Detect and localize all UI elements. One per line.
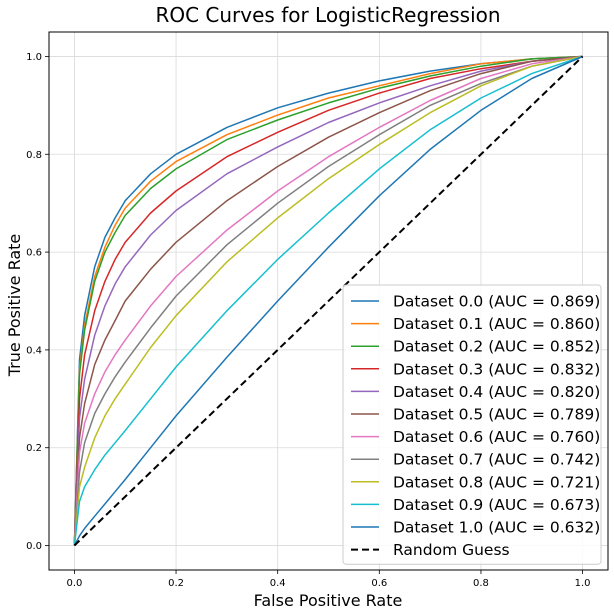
chart-title: ROC Curves for LogisticRegression [155,3,500,27]
plot-series [73,55,584,547]
axis-ticks: 0.0 0.2 0.4 0.6 0.8 1.0 0.0 0.2 0.4 0.6 0.8 1.0 [26,52,590,589]
series-line-9 [73,55,583,546]
y-tick-label: 0.6 [26,248,42,259]
series-line-10 [73,55,583,546]
legend-label: Dataset 0.5 (AUC = 0.789) [393,406,600,424]
plot-frame [48,31,609,571]
legend-label: Random Guess [393,541,510,559]
y-axis-label: True Positive Rate [5,234,24,378]
series-line-2 [73,55,583,546]
x-tick-label: 0.0 [66,578,82,589]
legend-label: Dataset 0.1 (AUC = 0.860) [393,315,600,333]
legend-label: Dataset 0.2 (AUC = 0.852) [393,338,600,356]
legend-label: Dataset 1.0 (AUC = 0.632) [393,519,600,537]
series-line-1 [73,55,583,546]
series-line-5 [73,55,583,546]
legend-label: Dataset 0.6 (AUC = 0.760) [393,428,600,446]
y-tick-label: 0.8 [26,150,42,161]
series-line-8 [73,55,583,546]
series-line-0 [73,55,583,546]
x-axis-label: False Positive Rate [254,591,403,610]
series-line-3 [73,55,583,546]
x-tick-label: 1.0 [575,578,591,589]
x-tick-label: 0.2 [168,578,184,589]
series-line-7 [73,55,583,546]
series-line-11 [73,55,584,547]
y-tick-label: 0.0 [26,541,42,552]
legend-label: Dataset 0.4 (AUC = 0.820) [393,383,600,401]
y-tick-label: 0.2 [26,443,42,454]
legend-label: Dataset 0.3 (AUC = 0.832) [393,360,600,378]
y-tick-label: 0.4 [26,345,42,356]
series-line-6 [73,55,583,546]
legend-box [342,284,602,565]
x-tick-label: 0.6 [371,578,387,589]
x-tick-label: 0.4 [270,578,286,589]
y-tick-label: 1.0 [26,52,42,63]
legend: Dataset 0.0 (AUC = 0.869) Dataset 0.1 (AU… [342,284,602,565]
legend-label: Dataset 0.9 (AUC = 0.673) [393,496,600,514]
x-tick-label: 0.8 [473,578,489,589]
legend-label: Dataset 0.8 (AUC = 0.721) [393,473,600,491]
legend-label: Dataset 0.0 (AUC = 0.869) [393,293,600,311]
series-line-4 [73,55,583,546]
legend-label: Dataset 0.7 (AUC = 0.742) [393,451,600,469]
